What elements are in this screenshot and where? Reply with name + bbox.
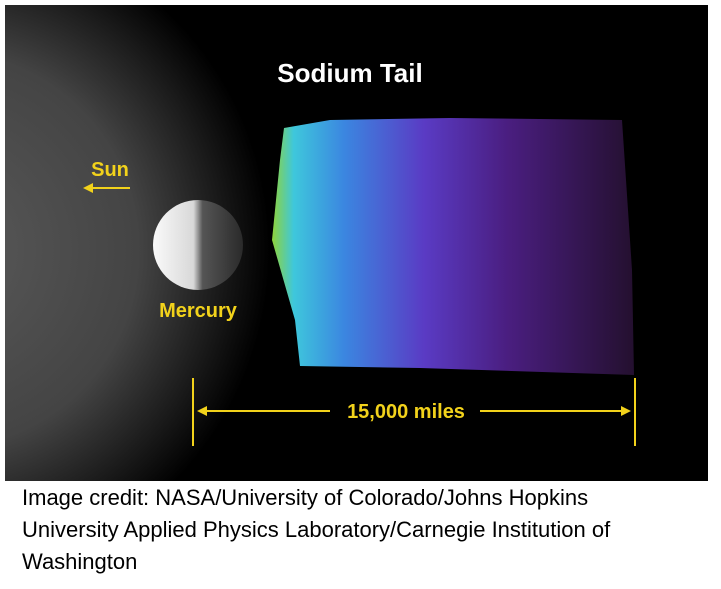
- caption-line: Washington: [22, 549, 138, 574]
- planet-label: Mercury: [159, 300, 238, 322]
- sun-label: Sun: [91, 159, 129, 181]
- scale-label: 15,000 miles: [347, 401, 465, 423]
- caption-line: Image credit: NASA/University of Colorad…: [22, 485, 589, 510]
- scale-arrowhead: [197, 406, 207, 416]
- caption-line: University Applied Physics Laboratory/Ca…: [22, 517, 611, 542]
- mercury: [153, 200, 243, 290]
- sun-arrowhead: [83, 183, 93, 193]
- caption: Image credit: NASA/University of Colorad…: [22, 482, 712, 578]
- sodium-tail: [272, 118, 634, 375]
- illustration: Sodium Tail Sun Mercury 15,000 miles: [5, 5, 708, 481]
- title: Sodium Tail: [277, 58, 422, 88]
- scale-arrowhead: [621, 406, 631, 416]
